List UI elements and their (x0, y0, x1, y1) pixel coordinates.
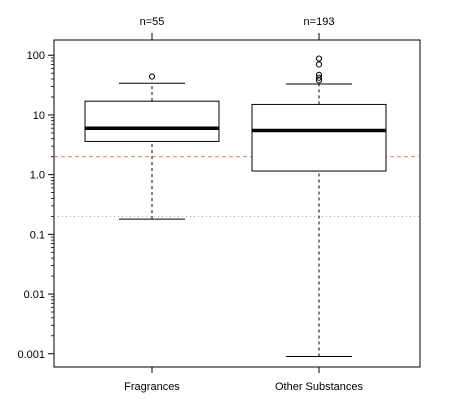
plot-frame (53, 39, 421, 368)
iqr-box (251, 103, 387, 172)
outlier-point (148, 73, 156, 80)
y-tick-label: 10 (33, 110, 45, 122)
y-tick-label: 1.0 (30, 170, 45, 182)
outlier-point (315, 61, 323, 68)
outlier-point (315, 55, 323, 62)
y-tick-label: 100 (27, 50, 45, 62)
top-n-label: n=55 (140, 16, 165, 28)
outlier-point (315, 74, 323, 81)
outlier-point (315, 71, 323, 78)
y-axis: 0.001 0.01 0.1 1.0 10 100 (17, 50, 54, 361)
box-2 (251, 55, 387, 357)
box-1 (84, 73, 220, 220)
x-axis: Fragrances Other Substances (124, 367, 364, 393)
y-tick-label: 0.1 (30, 229, 45, 241)
top-n-label: n=193 (304, 16, 335, 28)
y-tick-label: 0.01 (24, 289, 45, 301)
boxes (84, 55, 387, 357)
iqr-box (84, 100, 220, 142)
x-tick-label: Fragrances (124, 381, 180, 393)
x-tick-label: Other Substances (275, 381, 364, 393)
top-axis: n=55 n=193 (140, 16, 335, 40)
y-tick-label: 0.001 (17, 349, 45, 361)
